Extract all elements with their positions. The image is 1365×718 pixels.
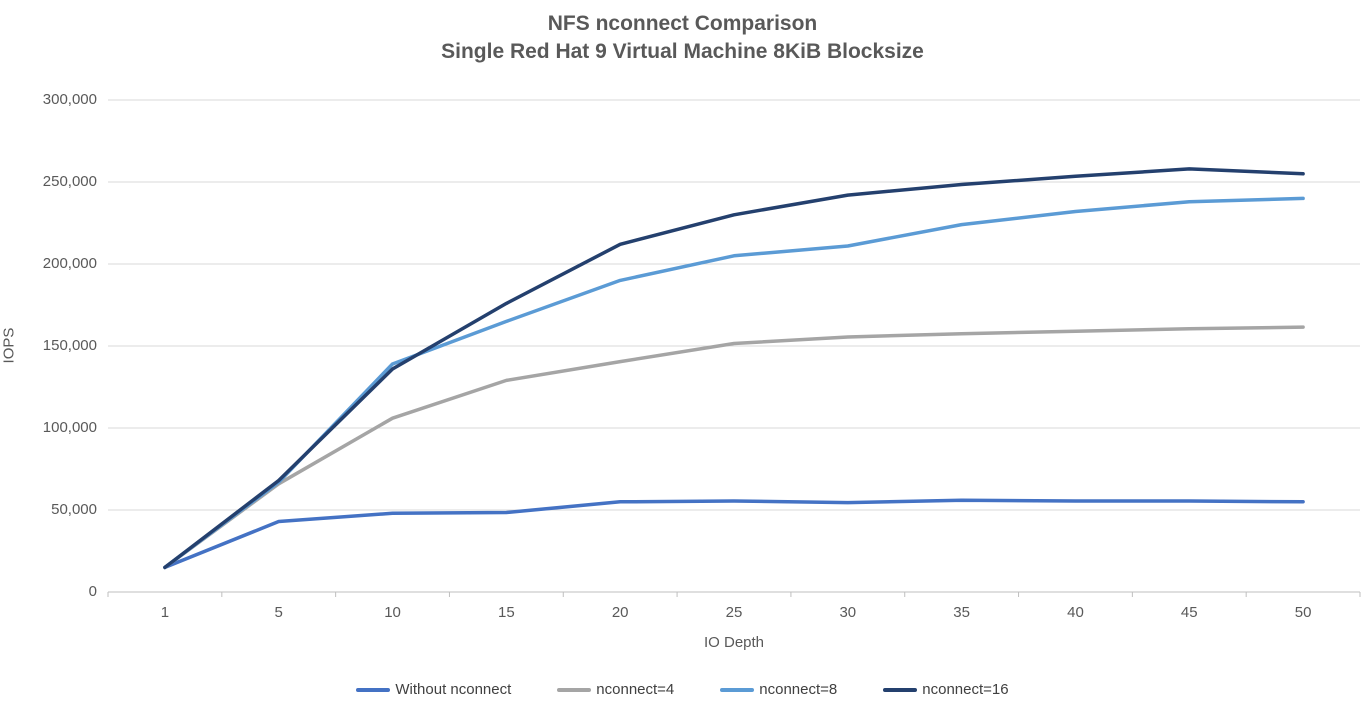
y-tick-label: 150,000 <box>42 337 97 354</box>
x-tick-label: 5 <box>274 604 283 621</box>
legend-item-without-nconnect: Without nconnect <box>356 681 511 698</box>
legend: Without nconnect nconnect=4 nconnect=8 ncon… <box>0 681 1365 698</box>
x-tick-label: 15 <box>498 604 515 621</box>
series-line-nconnect-16 <box>163 167 1305 570</box>
x-axis-title: IO Depth <box>703 634 765 651</box>
x-tick-label: 50 <box>1294 604 1312 621</box>
legend-swatch-icon <box>356 687 391 692</box>
y-tick-label: 50,000 <box>51 501 97 518</box>
y-tick-label: 250,000 <box>42 173 97 190</box>
y-tick-label: 0 <box>88 583 97 600</box>
legend-label: nconnect=8 <box>759 681 838 698</box>
legend-item-nconnect-16: nconnect=16 <box>883 681 1009 698</box>
y-tick-label: 200,000 <box>42 255 97 272</box>
y-tick-label: 300,000 <box>42 91 97 108</box>
x-tick-label: 35 <box>953 604 970 621</box>
x-tick-label: 45 <box>1180 604 1198 621</box>
legend-item-nconnect-4: nconnect=4 <box>557 681 674 698</box>
y-axis-title: IOPS <box>0 327 18 364</box>
legend-swatch-icon <box>720 687 755 692</box>
legend-label: nconnect=4 <box>596 681 675 698</box>
x-tick-label: 30 <box>839 604 857 621</box>
legend-label: Without nconnect <box>395 681 512 698</box>
legend-item-nconnect-8: nconnect=8 <box>720 681 837 698</box>
legend-swatch-icon <box>557 687 592 692</box>
series-line-nconnect-8 <box>163 196 1305 570</box>
chart-title: NFS nconnect Comparison <box>547 12 818 35</box>
y-tick-label: 100,000 <box>42 419 97 436</box>
x-tick-label: 20 <box>611 604 629 621</box>
x-tick-label: 40 <box>1067 604 1084 621</box>
legend-swatch-icon <box>883 687 918 692</box>
chart-subtitle: Single Red Hat 9 Virtual Machine 8KiB Bl… <box>441 40 924 64</box>
x-tick-label: 1 <box>160 604 170 621</box>
chart-title-block: NFS nconnect Comparison Single Red Hat 9… <box>0 10 1365 67</box>
series-line-nconnect-4 <box>163 325 1305 570</box>
x-tick-label: 25 <box>725 604 743 621</box>
series-line-without-nconnect <box>163 498 1305 570</box>
x-tick-label: 10 <box>384 604 401 621</box>
legend-label: nconnect=16 <box>922 681 1009 698</box>
